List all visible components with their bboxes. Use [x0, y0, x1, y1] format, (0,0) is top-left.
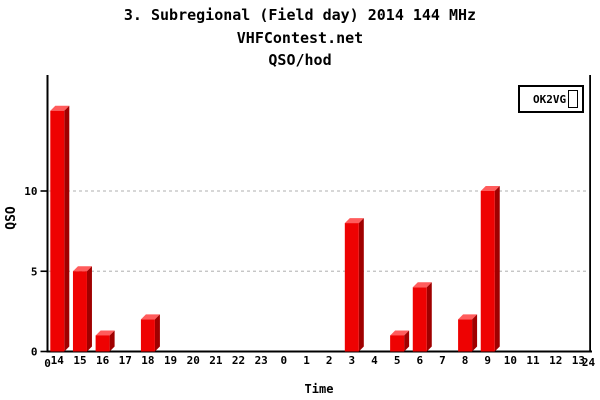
- y-tick: [40, 190, 48, 192]
- chart-site-title: VHFContest.net: [236, 29, 364, 47]
- x-tick-label: 6: [416, 354, 423, 367]
- x-tick-label: 3: [349, 354, 356, 367]
- bar-top: [344, 218, 364, 224]
- x-tick-label: 0: [281, 354, 288, 367]
- bar-front: [50, 110, 65, 352]
- bar-top: [458, 314, 478, 320]
- x-tick-label: 4: [371, 354, 378, 367]
- x-tick-label: 10: [504, 354, 517, 367]
- bar-front: [480, 191, 495, 352]
- x-tick-label: 22: [232, 354, 245, 367]
- bar-top: [72, 266, 92, 272]
- bar-top: [412, 282, 432, 288]
- x-tick-label: 1: [303, 354, 310, 367]
- bar-front: [344, 223, 359, 352]
- chart-main-title: 3. Subregional (Field day) 2014 144 MHz: [123, 6, 477, 24]
- bar-top: [480, 186, 500, 191]
- bar-top: [140, 314, 160, 320]
- x-tick-label: 17: [119, 354, 132, 367]
- x-tick-label: 20: [187, 354, 200, 367]
- bar-side: [154, 314, 160, 352]
- y-tick: [40, 350, 48, 353]
- y-tick-label: 0: [31, 346, 38, 359]
- x-tick-label: 23: [255, 354, 268, 367]
- x-tick-label: 11: [526, 354, 540, 367]
- bar-side: [472, 314, 478, 352]
- x-tick-label: 7: [439, 354, 446, 367]
- x-tick-label: 21: [209, 354, 223, 367]
- bar-top: [95, 330, 115, 336]
- x-tick-label: 15: [73, 354, 86, 367]
- x-tick-label: 16: [96, 354, 110, 367]
- legend-color-swatch-icon: [568, 90, 578, 108]
- x-edge-label: 24: [582, 356, 596, 369]
- bar-side: [358, 218, 364, 352]
- bar-side: [426, 282, 432, 352]
- x-edge-label: 0: [44, 357, 51, 370]
- x-tick-label: 14: [51, 354, 65, 367]
- bar-side: [109, 330, 115, 352]
- plot-right-border: [589, 75, 591, 353]
- x-tick-label: 12: [549, 354, 562, 367]
- x-tick-label: 5: [394, 354, 401, 367]
- bar-top: [50, 105, 70, 111]
- x-axis-line: [46, 350, 592, 353]
- x-tick-label: 19: [164, 354, 177, 367]
- x-tick-label: 9: [484, 354, 491, 367]
- bar-front: [412, 287, 427, 352]
- x-tick-label: 8: [462, 354, 469, 367]
- bar-front: [72, 271, 87, 352]
- x-tick-label: 13: [572, 354, 585, 367]
- x-axis-title: Time: [304, 382, 334, 396]
- legend-series-label: OK2VG: [533, 92, 567, 106]
- x-tick-label: 18: [141, 354, 154, 367]
- bar-front: [390, 335, 405, 352]
- bar-side: [64, 105, 70, 352]
- legend-box: OK2VG: [518, 85, 584, 113]
- bar-top: [390, 330, 410, 336]
- bar-front: [140, 319, 155, 352]
- y-tick-label: 10: [24, 185, 37, 198]
- bar-side: [404, 330, 410, 352]
- y-axis-line: [46, 75, 49, 353]
- bar-side: [86, 266, 92, 352]
- y-tick: [40, 270, 48, 273]
- y-tick-label: 5: [31, 265, 38, 278]
- bar-front: [458, 319, 473, 352]
- x-tick-label: 2: [326, 354, 333, 367]
- chart-sub-title: QSO/hod: [268, 51, 332, 69]
- bar-side: [494, 186, 500, 352]
- bar-front: [95, 335, 110, 352]
